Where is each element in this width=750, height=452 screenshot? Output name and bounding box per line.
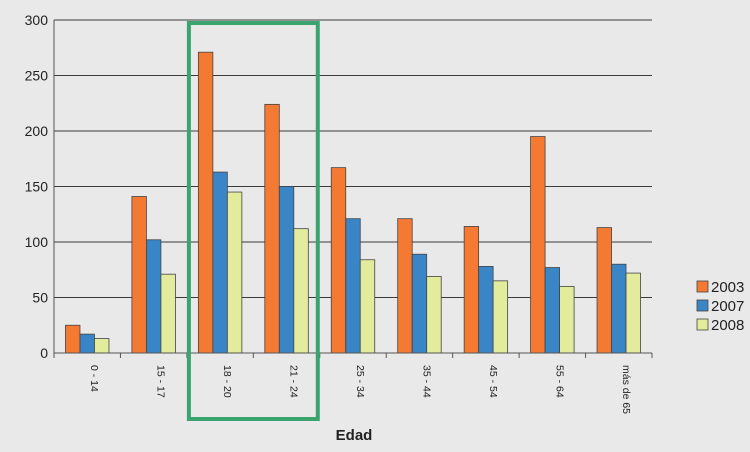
y-tick-label: 50	[32, 290, 48, 306]
legend-label-2008: 2008	[711, 317, 744, 334]
legend-swatch-2008	[696, 318, 709, 331]
legend-label-2003: 2003	[711, 279, 744, 296]
y-tick-labels: 0 50 100 150 200 250 300	[25, 12, 49, 361]
bar-2003-8	[596, 227, 612, 354]
bar-2003-6	[463, 226, 480, 354]
x-tick-label: 18 - 20	[221, 365, 233, 398]
bar-2007-1	[146, 239, 162, 354]
y-tick-label: 200	[25, 123, 49, 139]
x-tick-label: 55 - 64	[553, 365, 565, 398]
bar-2003-5	[397, 218, 413, 354]
legend-label-2007: 2007	[711, 298, 744, 315]
x-axis-label: Edad	[336, 427, 373, 444]
highlight-box-group	[186, 21, 320, 421]
bars	[65, 51, 641, 354]
y-tick-label: 0	[40, 345, 48, 361]
y-tick-label: 100	[25, 234, 49, 250]
x-tick-label: 15 - 17	[155, 365, 167, 398]
bar-2007-3	[278, 186, 295, 354]
y-tick-label: 250	[25, 68, 49, 84]
bar-2007-2	[212, 171, 228, 354]
bar-2003-1	[131, 196, 147, 354]
x-tick-label: 21 - 24	[288, 365, 300, 398]
bar-2007-7	[544, 267, 560, 354]
bar-2003-3	[264, 103, 280, 354]
x-tick-label: más de 65	[620, 365, 632, 414]
bar-2007-6	[478, 266, 494, 354]
x-tick-label: 0 - 14	[88, 365, 100, 392]
legend-swatch-2003	[696, 280, 709, 293]
bar-2008-1	[160, 273, 176, 354]
y-tick-label: 150	[25, 179, 49, 195]
bar-2007-0	[79, 333, 95, 354]
bar-2003-2	[197, 51, 214, 354]
bar-2008-0	[94, 338, 110, 354]
bar-2008-2	[226, 191, 243, 354]
x-tick-label: 25 - 34	[354, 365, 366, 398]
bar-2007-5	[411, 253, 428, 354]
highlight-box	[186, 21, 320, 421]
x-tick-label: 35 - 44	[420, 365, 432, 398]
bar-2008-6	[492, 280, 509, 354]
bar-2007-8	[611, 263, 627, 354]
bar-2008-3	[293, 228, 309, 354]
y-tick-label: 300	[25, 12, 49, 28]
bar-2007-4	[345, 218, 361, 354]
bar-2003-0	[65, 324, 81, 354]
bar-2008-5	[426, 276, 442, 354]
x-tick-labels: 0 - 14 15 - 17 18 - 20 21 - 24 25 - 34 35 - 4…	[88, 365, 632, 414]
legend: 2003 2007 2008	[696, 279, 744, 334]
bar-2008-8	[625, 272, 641, 354]
bar-2003-7	[530, 136, 546, 354]
bar-2008-7	[559, 285, 575, 354]
bar-2008-4	[359, 259, 376, 354]
bar-2003-4	[330, 167, 347, 354]
legend-swatch-2007	[696, 299, 709, 312]
x-tick-label: 45 - 54	[487, 365, 499, 398]
